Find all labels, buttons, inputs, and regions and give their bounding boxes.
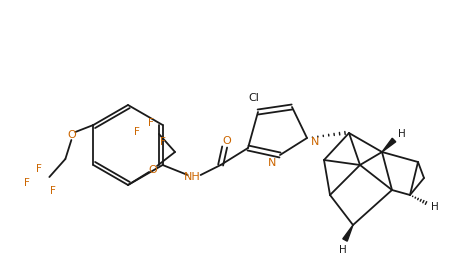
Text: O: O (222, 136, 231, 146)
Text: H: H (431, 202, 439, 212)
Text: H: H (339, 245, 347, 255)
Text: F: F (24, 178, 30, 188)
Polygon shape (382, 138, 396, 152)
Text: N: N (311, 137, 319, 147)
Text: Cl: Cl (249, 93, 260, 103)
Polygon shape (343, 225, 353, 241)
Text: N: N (268, 158, 276, 168)
Text: O: O (149, 165, 157, 175)
Text: F: F (160, 137, 166, 147)
Text: F: F (50, 186, 56, 196)
Text: F: F (148, 118, 154, 128)
Text: H: H (398, 129, 406, 139)
Text: F: F (134, 127, 140, 137)
Text: F: F (37, 164, 43, 174)
Text: O: O (67, 130, 76, 140)
Text: NH: NH (184, 172, 201, 182)
